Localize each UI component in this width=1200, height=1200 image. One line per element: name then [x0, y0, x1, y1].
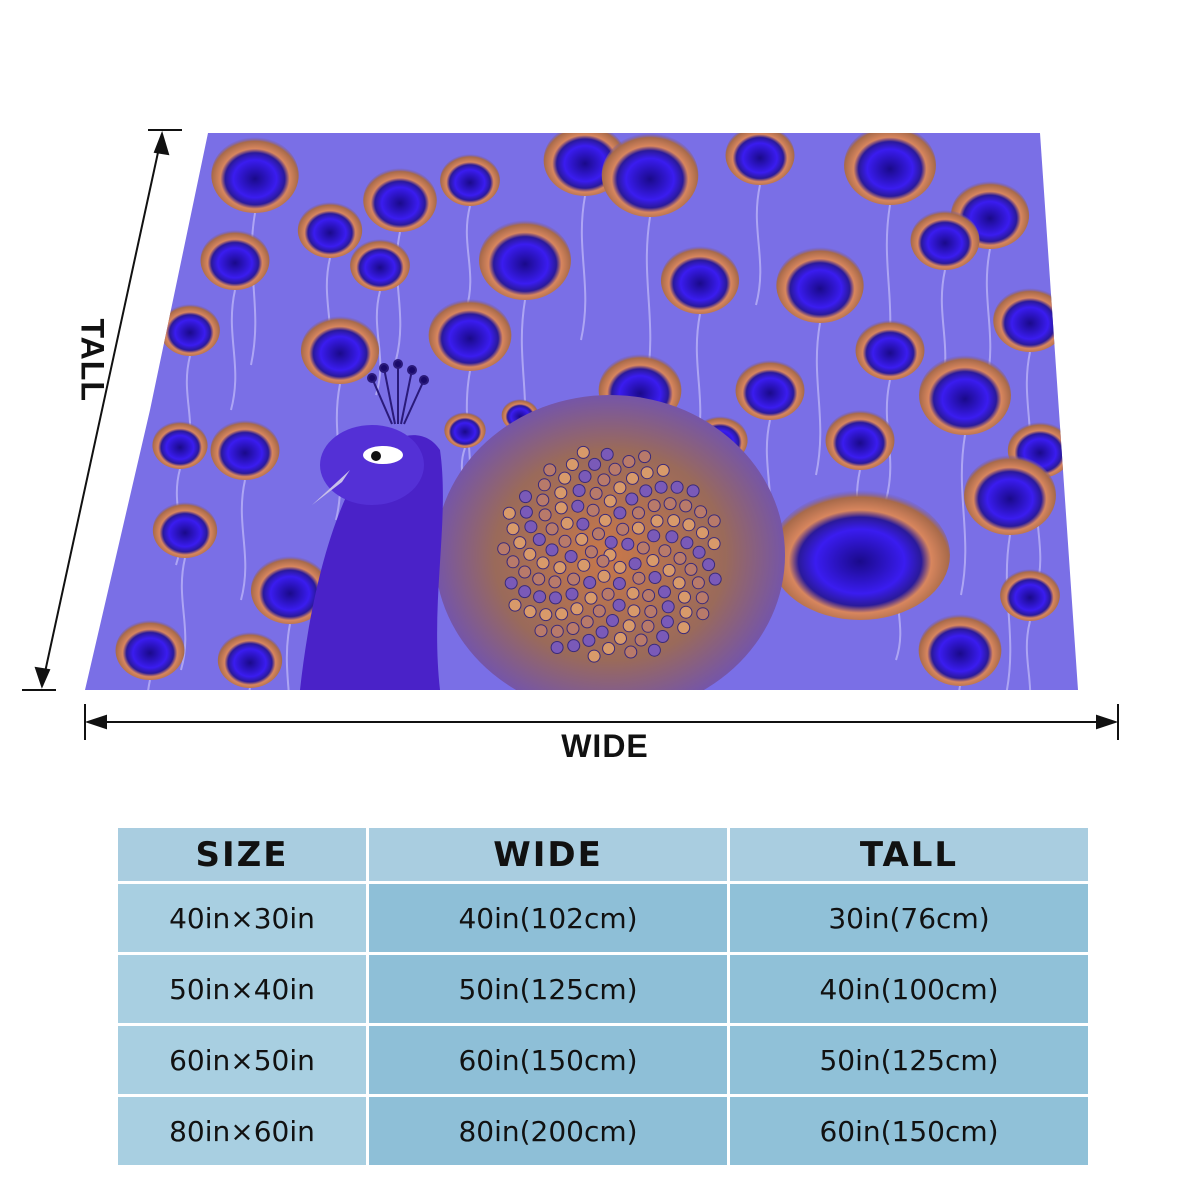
size-chart-table: SIZE WIDE TALL 40in×30in 40in(102cm) 30i…: [115, 825, 1091, 1168]
table-row: 40in×30in 40in(102cm) 30in(76cm): [118, 884, 1088, 952]
feather-eye: [300, 316, 380, 384]
wide-cell: 80in(200cm): [369, 1097, 727, 1165]
feather-eye: [993, 288, 1067, 352]
tall-column-header: TALL: [730, 828, 1088, 881]
feather-eye: [160, 304, 220, 356]
feather-eye: [444, 412, 486, 448]
feather-eye: [152, 502, 218, 558]
feather-eye: [919, 355, 1011, 435]
blanket-illustration: [22, 129, 1119, 740]
table-row: 60in×50in 60in(150cm) 50in(125cm): [118, 1026, 1088, 1094]
table-row: 80in×60in 80in(200cm) 60in(150cm): [118, 1097, 1088, 1165]
tall-cell: 50in(125cm): [730, 1026, 1088, 1094]
feather-eye: [770, 490, 950, 620]
feather-eye: [479, 220, 571, 300]
tall-dimension-label: TALL: [74, 318, 111, 402]
tall-dimension-arrow: [22, 129, 182, 691]
size-column-header: SIZE: [118, 828, 366, 881]
wide-column-header: WIDE: [369, 828, 727, 881]
feather-eye: [350, 239, 410, 291]
peacock-crest: [367, 359, 429, 425]
wide-cell: 60in(150cm): [369, 1026, 727, 1094]
feather-eye: [776, 247, 864, 323]
feather-eye: [660, 246, 740, 314]
size-table-header-row: SIZE WIDE TALL: [118, 828, 1088, 881]
wide-dimension-label: WIDE: [561, 728, 649, 764]
tall-cell: 40in(100cm): [730, 955, 1088, 1023]
peacock-blanket-image: [85, 133, 1078, 690]
feather-eye: [825, 410, 895, 470]
size-cell: 60in×50in: [118, 1026, 366, 1094]
tall-cell: 30in(76cm): [730, 884, 1088, 952]
size-cell: 40in×30in: [118, 884, 366, 952]
feather-eye: [1000, 569, 1060, 621]
peacock-eye-patch: [363, 446, 403, 464]
feather-eye: [725, 133, 795, 185]
feather-eye: [735, 360, 805, 420]
feather-eye: [200, 230, 270, 290]
peacock-neck: [300, 435, 443, 690]
feather-eye: [152, 421, 208, 469]
feather-eye: [211, 137, 299, 213]
feather-eye: [844, 133, 936, 205]
wide-cell: 50in(125cm): [369, 955, 727, 1023]
size-cell: 50in×40in: [118, 955, 366, 1023]
table-row: 50in×40in 50in(125cm) 40in(100cm): [118, 955, 1088, 1023]
feather-eye: [855, 320, 925, 380]
tall-cell: 60in(150cm): [730, 1097, 1088, 1165]
feather-eye: [217, 632, 283, 688]
feather-eye: [428, 299, 512, 371]
wide-cell: 40in(102cm): [369, 884, 727, 952]
size-cell: 80in×60in: [118, 1097, 366, 1165]
feather-eye: [918, 614, 1002, 686]
feather-eye: [210, 420, 280, 480]
peacock-beak: [312, 470, 350, 505]
feather-eye: [363, 168, 437, 232]
feather-eye: [964, 455, 1056, 535]
feather-eye: [910, 210, 980, 270]
feather-eye: [115, 620, 185, 680]
feather-eye: [297, 202, 363, 258]
peacock-eye: [371, 451, 381, 461]
feather-eye: [601, 133, 699, 217]
wide-dimension-arrow: [84, 704, 1119, 740]
feather-eye: [440, 154, 500, 206]
feather-eye: [250, 556, 330, 624]
peacock-head: [320, 425, 424, 505]
